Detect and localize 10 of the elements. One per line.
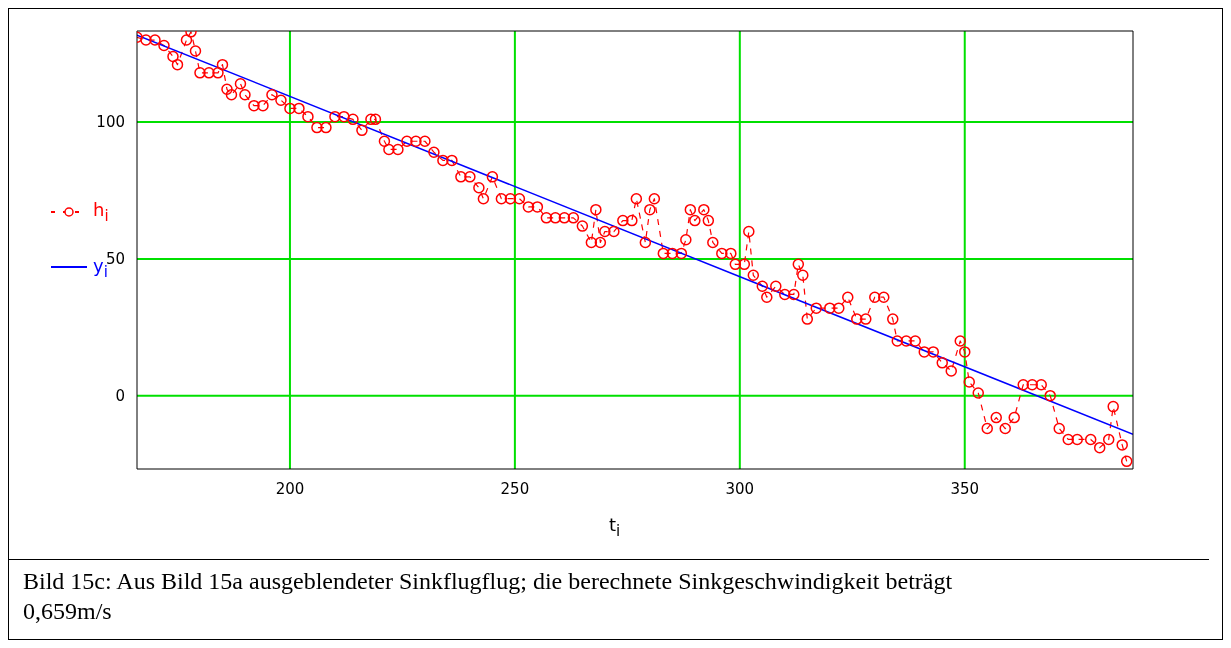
x-tick-label: 200 [275,479,305,498]
y-tick-label: 100 [96,113,125,132]
y-tick-label: 0 [115,387,125,406]
x-tick-label: 350 [950,479,980,498]
x-tick-label: 250 [500,479,530,498]
text: Bild 15c: Aus Bild 15a ausgeblendeter Sinkflugflug; die berechnete Sinkgeschwindigkeit beträgt 0,659m/s [22,567,954,626]
legend-label: h$_{i}$ [93,199,109,225]
x-axis-title: t$_{i}$ [609,514,621,540]
legend-label: y$_{i}$ [93,254,108,281]
x-tick-label: 300 [725,479,755,498]
